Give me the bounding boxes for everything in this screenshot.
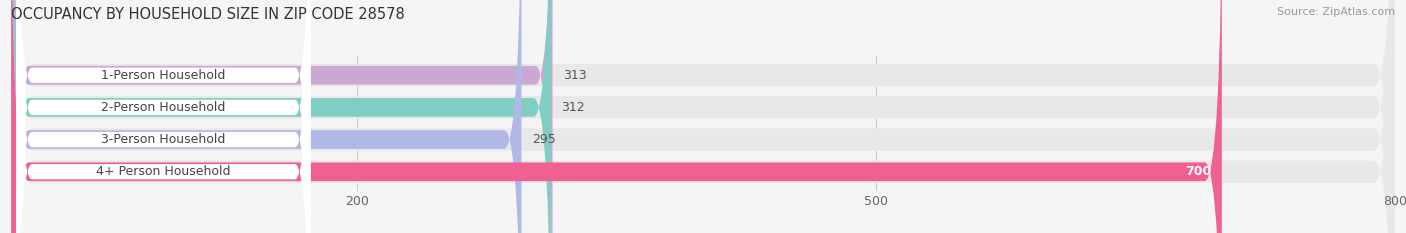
Text: 312: 312 <box>561 101 585 114</box>
Text: Source: ZipAtlas.com: Source: ZipAtlas.com <box>1277 7 1395 17</box>
FancyBboxPatch shape <box>11 0 1395 233</box>
Text: OCCUPANCY BY HOUSEHOLD SIZE IN ZIP CODE 28578: OCCUPANCY BY HOUSEHOLD SIZE IN ZIP CODE … <box>11 7 405 22</box>
FancyBboxPatch shape <box>17 0 311 233</box>
FancyBboxPatch shape <box>11 0 1395 233</box>
FancyBboxPatch shape <box>11 0 522 233</box>
Text: 4+ Person Household: 4+ Person Household <box>96 165 231 178</box>
FancyBboxPatch shape <box>11 0 1222 233</box>
FancyBboxPatch shape <box>17 0 311 233</box>
FancyBboxPatch shape <box>11 0 551 233</box>
FancyBboxPatch shape <box>17 0 311 233</box>
FancyBboxPatch shape <box>11 0 1395 233</box>
Text: 1-Person Household: 1-Person Household <box>101 69 225 82</box>
Text: 2-Person Household: 2-Person Household <box>101 101 225 114</box>
Text: 700: 700 <box>1185 165 1212 178</box>
FancyBboxPatch shape <box>17 0 311 233</box>
Text: 313: 313 <box>562 69 586 82</box>
FancyBboxPatch shape <box>11 0 553 233</box>
Text: 295: 295 <box>531 133 555 146</box>
Text: 3-Person Household: 3-Person Household <box>101 133 225 146</box>
FancyBboxPatch shape <box>11 0 1395 233</box>
